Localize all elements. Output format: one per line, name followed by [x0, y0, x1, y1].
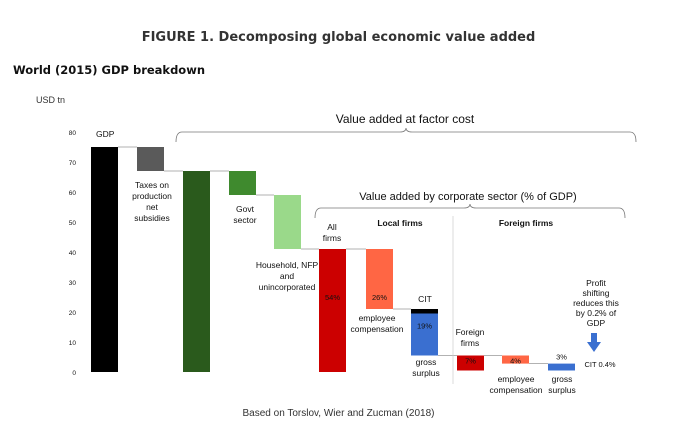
bar-label-foreign_emp-line-1: compensation: [490, 385, 543, 395]
bar-cit: [411, 309, 438, 314]
y-tick-label-0: 0: [72, 370, 76, 377]
bar-label-household-line-0: Household, NFP: [256, 260, 319, 270]
bar-value-foreign_firms: 7%: [465, 357, 476, 366]
bar-label-taxes-line-2: net: [146, 202, 158, 212]
bar-govt: [229, 171, 256, 195]
y-tick-label-50: 50: [69, 220, 77, 227]
bar-label-govt-line-1: sector: [233, 215, 256, 225]
bar-label-taxes-line-0: Taxes on: [135, 180, 169, 190]
bar-all_firms: [319, 249, 346, 372]
bar-label-taxes-line-3: subsidies: [134, 213, 169, 223]
bar-label-local_emp-line-0: employee: [359, 313, 396, 323]
bar-label-all_firms-line-1: firms: [323, 233, 341, 243]
bar-foreign_surplus: [548, 363, 575, 371]
y-axis-unit: USD tn: [36, 95, 66, 105]
bar-local_emp: [366, 249, 393, 309]
bar-label-foreign_firms-line-1: firms: [461, 338, 479, 348]
bar-value-all_firms: 54%: [325, 293, 340, 302]
chart-title: World (2015) GDP breakdown: [13, 63, 206, 77]
bar-label-foreign_firms-line-0: Foreign: [456, 327, 485, 337]
y-tick-label-20: 20: [69, 310, 77, 317]
bar-label-foreign_surplus-line-1: surplus: [548, 385, 575, 395]
bracket-label-factor-cost: Value added at factor cost: [336, 112, 475, 126]
bracket-label-corporate: Value added by corporate sector (% of GD…: [359, 191, 576, 203]
bar-value-local_surplus: 19%: [417, 322, 432, 331]
section-label-local-firms: Local firms: [377, 218, 423, 228]
y-tick-label-60: 60: [69, 190, 77, 197]
bar-taxes: [137, 147, 164, 171]
profit-shifting-note-line-4: GDP: [587, 318, 606, 328]
bar-label-cit-line-0: CIT: [418, 294, 432, 304]
bar-label-household-line-1: and: [280, 271, 294, 281]
profit-shifting-note-line-3: by 0.2% of: [576, 308, 617, 318]
bar-label-foreign_emp-line-0: employee: [498, 374, 535, 384]
profit-shifting-note-line-0: Profit: [586, 278, 606, 288]
source-note: Based on Torslov, Wier and Zucman (2018): [242, 408, 435, 419]
profit-shifting-note-line-1: shifting: [583, 288, 610, 298]
bracket-factor-cost: [175, 127, 637, 143]
bar-factor: [183, 171, 210, 372]
bar-value-local_emp: 26%: [372, 293, 387, 302]
bar-local_surplus: [411, 313, 438, 356]
bar-label-foreign_surplus-line-0: gross: [552, 374, 573, 384]
bar-label-household-line-2: unincorporated: [259, 282, 316, 292]
figure-title: FIGURE 1. Decomposing global economic va…: [141, 30, 536, 45]
bar-label-local_surplus-line-0: gross: [416, 357, 437, 367]
cit-foreign-label: CIT 0.4%: [584, 360, 615, 369]
bar-foreign_firms: [457, 355, 484, 371]
bar-label-taxes-line-1: production: [132, 191, 172, 201]
bar-label-all_firms-line-0: All: [327, 222, 337, 232]
bar-label-gdp-line-0: GDP: [96, 129, 115, 139]
bar-household: [274, 195, 301, 249]
bar-label-local_surplus-line-1: surplus: [412, 368, 439, 378]
y-tick-label-30: 30: [69, 280, 77, 287]
bar-label-govt-line-0: Govt: [236, 204, 255, 214]
bar-gdp: [91, 147, 118, 372]
bar-foreign_emp: [502, 355, 529, 364]
bar-value-foreign_surplus: 3%: [556, 353, 567, 362]
section-label-foreign-firms: Foreign firms: [499, 218, 554, 228]
y-tick-label-70: 70: [69, 160, 77, 167]
bracket-corporate: [314, 203, 626, 219]
down-arrow-icon: [587, 333, 601, 352]
y-tick-label-10: 10: [69, 340, 77, 347]
y-tick-label-80: 80: [69, 130, 77, 137]
y-tick-label-40: 40: [69, 250, 77, 257]
profit-shifting-note-line-2: reduces this: [573, 298, 619, 308]
bar-label-local_emp-line-1: compensation: [351, 324, 404, 334]
bar-value-foreign_emp: 4%: [510, 357, 521, 366]
